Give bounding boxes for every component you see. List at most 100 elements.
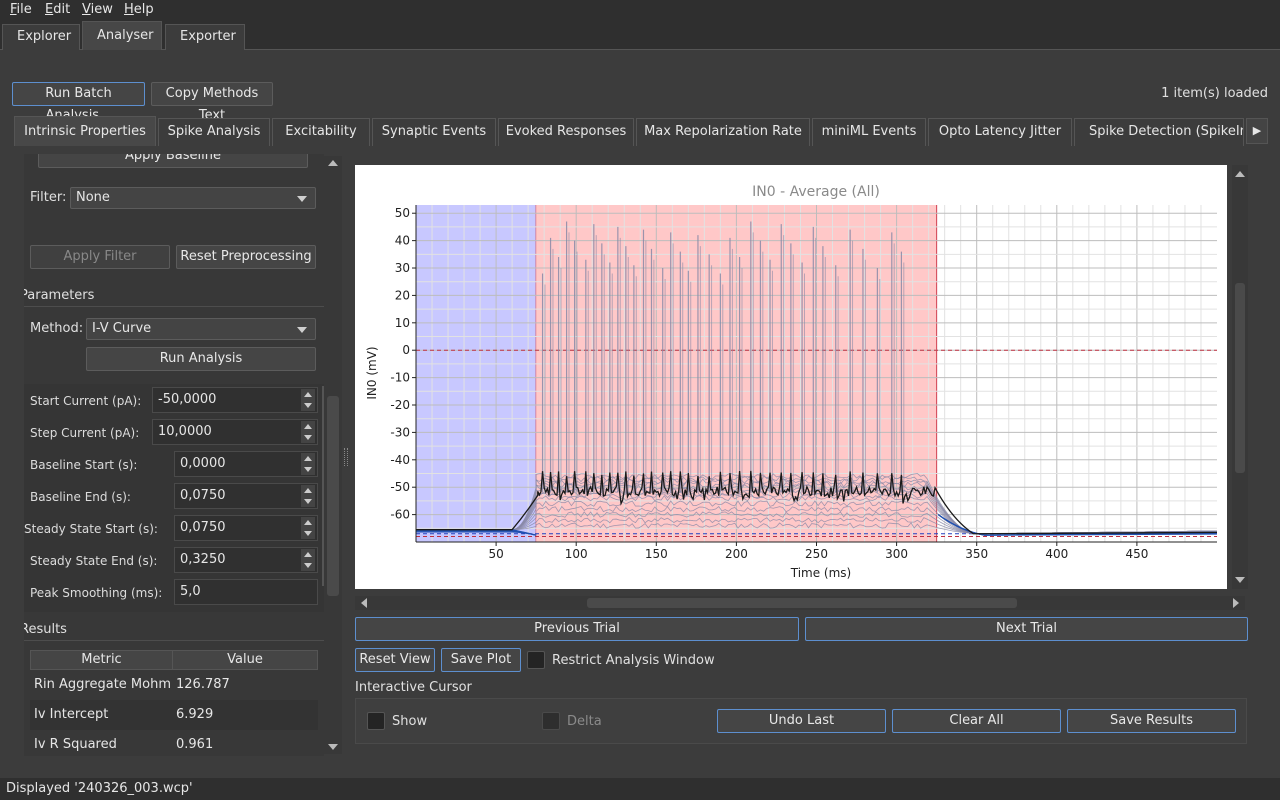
sweep-trace <box>416 500 1218 535</box>
menu-bar: File Edit View Help <box>0 0 1280 20</box>
tab-spike-detection[interactable]: Spike Detection (SpikeInt <box>1074 118 1244 146</box>
tab-evoked-responses[interactable]: Evoked Responses <box>498 118 634 146</box>
scroll-left-icon[interactable] <box>361 598 367 608</box>
divider <box>24 640 324 641</box>
tab-opto-latency-jitter[interactable]: Opto Latency Jitter <box>928 118 1072 146</box>
scroll-thumb[interactable] <box>1235 283 1245 473</box>
x-axis-label: Time (ms) <box>790 566 852 580</box>
menu-view[interactable]: View <box>82 2 113 17</box>
value-cell: 126.787 <box>176 677 230 692</box>
filter-select[interactable]: None <box>70 187 316 209</box>
sweep-trace <box>416 495 1218 535</box>
x-tick-label: 150 <box>645 547 668 561</box>
save-plot-button[interactable]: Save Plot <box>441 648 521 672</box>
step-current-spinbox[interactable]: 10,0000 <box>152 419 318 445</box>
x-tick-label: 300 <box>885 547 908 561</box>
previous-trial-button[interactable]: Previous Trial <box>355 617 799 641</box>
y-tick-label: 40 <box>395 234 410 248</box>
plot-area[interactable]: IN0 - Average (All) Time (ms) IN0 (mV) 5… <box>355 165 1227 589</box>
param-label-peak-smoothing: Peak Smoothing (ms): <box>30 586 163 600</box>
reset-preprocessing-button[interactable]: Reset Preprocessing <box>176 245 316 269</box>
interactive-cursor-header: Interactive Cursor <box>355 680 472 695</box>
scroll-down-icon[interactable] <box>1235 577 1245 583</box>
sweep-trace <box>416 505 1218 535</box>
splitter-handle[interactable] <box>344 448 348 466</box>
peak-smoothing-spinbox[interactable]: 5,0 <box>174 579 318 605</box>
save-results-button[interactable]: Save Results <box>1067 709 1236 733</box>
baseline-start-spinbox[interactable]: 0,0000 <box>174 451 318 477</box>
value-cell: 0.961 <box>176 737 214 752</box>
reset-view-button[interactable]: Reset View <box>355 648 435 672</box>
tab-exporter[interactable]: Exporter <box>165 24 245 50</box>
divider <box>24 306 324 307</box>
scroll-up-icon[interactable] <box>1235 171 1245 177</box>
baseline-end-spinbox[interactable]: 0,0750 <box>174 483 318 509</box>
metric-cell: Iv Intercept <box>34 707 109 722</box>
y-tick-label: -60 <box>390 508 410 522</box>
copy-methods-text-button[interactable]: Copy Methods Text <box>151 82 273 123</box>
y-tick-label: -20 <box>390 398 410 412</box>
tab-miniml-events[interactable]: miniML Events <box>812 118 926 146</box>
show-cursor-checkbox[interactable] <box>367 712 385 730</box>
menu-file[interactable]: File <box>10 2 32 17</box>
method-select[interactable]: I-V Curve <box>86 318 316 340</box>
table-row[interactable]: Iv R Squared 0.961 <box>30 730 318 756</box>
y-axis-label: IN0 (mV) <box>365 346 379 399</box>
tab-excitability[interactable]: Excitability <box>272 118 370 146</box>
baseline-end-value: 0,0750 <box>180 488 226 503</box>
analysis-tab-bar: Intrinsic Properties Spike Analysis Exci… <box>12 116 1268 146</box>
tab-max-repolarization-rate[interactable]: Max Repolarization Rate <box>636 118 810 146</box>
delta-checkbox[interactable] <box>542 712 560 730</box>
tab-synaptic-events[interactable]: Synaptic Events <box>372 118 496 146</box>
param-label-baseline-start: Baseline Start (s): <box>30 458 138 472</box>
scroll-thumb[interactable] <box>327 396 339 596</box>
main-tab-bar: Explorer Analyser Exporter <box>0 20 1280 51</box>
y-tick-label: 30 <box>395 261 410 275</box>
apply-filter-button[interactable]: Apply Filter <box>30 245 170 269</box>
tab-spike-analysis[interactable]: Spike Analysis <box>158 118 270 146</box>
sweep-trace <box>416 473 1218 535</box>
voltage-trace-chart[interactable]: IN0 - Average (All) Time (ms) IN0 (mV) 5… <box>355 165 1227 589</box>
tab-analyser[interactable]: Analyser <box>82 21 162 51</box>
y-tick-label: 10 <box>395 316 410 330</box>
x-tick-label: 100 <box>565 547 588 561</box>
delta-label: Delta <box>567 714 602 729</box>
menu-edit[interactable]: Edit <box>45 2 71 17</box>
apply-baseline-button[interactable]: Apply Baseline <box>38 154 308 168</box>
steady-state-end-spinbox[interactable]: 0,3250 <box>174 547 318 573</box>
table-row[interactable]: Iv Intercept 6.929 <box>30 700 318 730</box>
chevron-right-icon: ▶ <box>1252 124 1262 137</box>
scroll-up-icon[interactable] <box>328 160 338 166</box>
interactive-cursor-group: Show Delta Undo Last Clear All Save Resu… <box>355 698 1247 744</box>
menu-help[interactable]: Help <box>124 2 154 17</box>
run-batch-analysis-button[interactable]: Run Batch Analysis... <box>12 82 145 123</box>
average-trace <box>416 470 1218 535</box>
tab-intrinsic-properties[interactable]: Intrinsic Properties <box>14 116 156 146</box>
clear-all-button[interactable]: Clear All <box>892 709 1061 733</box>
restrict-analysis-window-label: Restrict Analysis Window <box>552 653 715 668</box>
parameters-header: Parameters <box>24 288 95 303</box>
results-table-header: Metric Value <box>30 650 318 670</box>
metric-cell: Rin Aggregate Mohm <box>34 677 171 692</box>
plot-horizontal-scrollbar[interactable] <box>355 596 1245 610</box>
steady-state-start-spinbox[interactable]: 0,0750 <box>174 515 318 541</box>
y-tick-label: 0 <box>402 343 410 357</box>
run-analysis-button[interactable]: Run Analysis <box>86 347 316 371</box>
left-panel-scrollbar[interactable] <box>324 156 342 754</box>
tab-explorer[interactable]: Explorer <box>2 24 80 50</box>
x-tick-label: 350 <box>965 547 988 561</box>
restrict-analysis-window-checkbox[interactable] <box>527 651 545 669</box>
x-tick-label: 450 <box>1125 547 1148 561</box>
param-scrollbar[interactable] <box>322 386 324 586</box>
undo-last-button[interactable]: Undo Last <box>717 709 886 733</box>
plot-vertical-scrollbar[interactable] <box>1232 165 1248 589</box>
scroll-down-icon[interactable] <box>328 744 338 750</box>
tab-scroll-right-button[interactable]: ▶ <box>1246 118 1268 144</box>
scroll-thumb[interactable] <box>587 598 1017 608</box>
items-loaded-label: 1 item(s) loaded <box>1161 86 1268 101</box>
scroll-right-icon[interactable] <box>1233 598 1239 608</box>
table-row[interactable]: Rin Aggregate Mohm 126.787 <box>30 670 318 700</box>
next-trial-button[interactable]: Next Trial <box>805 617 1248 641</box>
start-current-spinbox[interactable]: -50,0000 <box>152 387 318 413</box>
value-cell: 6.929 <box>176 707 214 722</box>
